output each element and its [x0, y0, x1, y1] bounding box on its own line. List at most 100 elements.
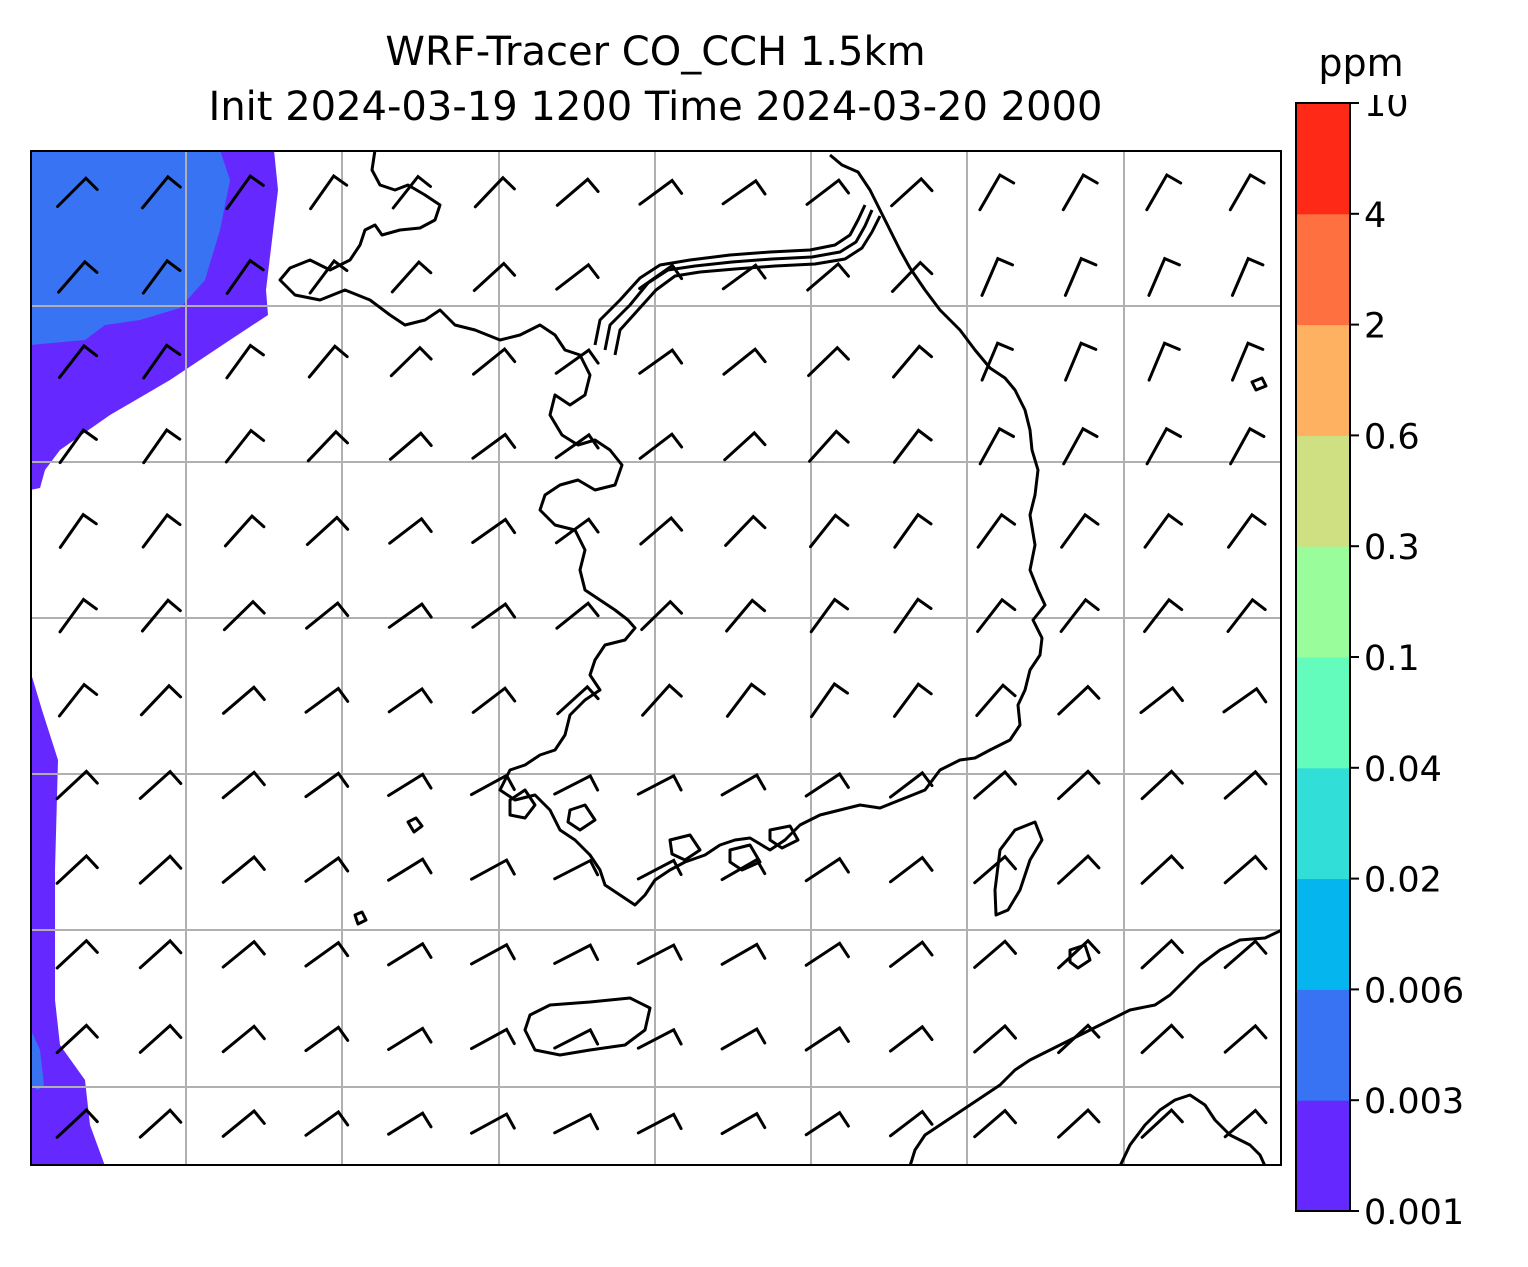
border-line-north-outer: [613, 215, 882, 356]
wind-barb-14: [1145, 172, 1183, 212]
wind-barb-103: [1057, 684, 1101, 716]
island-south-cluster-5: [768, 824, 800, 850]
wind-barb-55: [808, 429, 850, 463]
coastline: [278, 150, 1282, 1166]
wind-barb-51: [471, 432, 517, 460]
colorbar-segment-9: [1296, 213, 1350, 326]
wind-barb-8: [638, 178, 684, 206]
wind-barb-130: [804, 856, 850, 883]
colorbar-segment-2: [1296, 989, 1350, 1101]
wind-barb-18: [225, 258, 265, 295]
wind-barb-48: [224, 428, 266, 464]
wind-barb-102: [975, 683, 1017, 717]
wind-barb-109: [304, 771, 350, 799]
wind-barb-125: [387, 857, 433, 882]
wind-barb-142: [553, 943, 600, 965]
wind-barb-90: [1226, 597, 1267, 633]
island-tsushima: [993, 820, 1044, 917]
wind-barb-121: [55, 853, 99, 885]
wind-barb-21: [472, 261, 517, 292]
wind-barb-22: [555, 262, 600, 291]
wind-barb-35: [389, 345, 433, 378]
colorbar-segment-10: [1296, 103, 1350, 215]
wind-barb-34: [307, 344, 349, 379]
wind-barb-180: [1223, 1108, 1268, 1139]
wind-barb-135: [1223, 854, 1268, 885]
island-small-sw: [353, 910, 368, 926]
wind-barb-38: [638, 348, 684, 375]
wind-barb-16: [57, 259, 99, 294]
colorbar-segment-8: [1296, 324, 1350, 436]
tracer-area-nw-core: [30, 150, 230, 345]
map-gridlines: [30, 150, 1282, 1166]
wind-barb-84: [725, 598, 767, 633]
wind-barb-10: [805, 178, 850, 206]
wind-barb-117: [973, 769, 1017, 800]
wind-barb-77: [140, 598, 182, 633]
coastline-japan-east: [908, 928, 1282, 1166]
wind-barb-118: [1057, 769, 1101, 801]
wind-barb-111: [470, 773, 516, 797]
wind-barb-73: [1060, 512, 1100, 549]
wind-barb-45: [1231, 341, 1265, 382]
wind-barb-44: [1147, 341, 1181, 382]
colorbar-segment-1: [1296, 1100, 1350, 1212]
wind-barb-171: [470, 1112, 516, 1135]
wind-barb-91: [57, 682, 99, 718]
wind-barb-28: [1063, 256, 1098, 297]
wind-barb-63: [223, 513, 266, 548]
wind-barb-31: [58, 343, 99, 379]
island-south-cluster-2: [566, 803, 597, 832]
colorbar-tick-label-11: 10: [1364, 95, 1409, 125]
wind-barb-80: [387, 602, 433, 629]
wind-barb-85: [809, 597, 850, 634]
wind-barb-176: [889, 1109, 934, 1138]
wind-barb-145: [804, 941, 850, 967]
colorbar-segment-5: [1296, 657, 1350, 769]
wind-barb-154: [304, 1025, 350, 1053]
wind-barb-24: [721, 263, 767, 291]
border-line-north: [593, 204, 867, 346]
wind-barb-139: [304, 940, 350, 968]
wind-barb-157: [553, 1027, 600, 1050]
wind-barb-165: [1223, 1023, 1268, 1054]
wind-barb-88: [1059, 597, 1100, 633]
wind-barb-33: [225, 343, 265, 380]
colorbar-tick-label-6: 0.1: [1364, 639, 1420, 679]
wind-barb-25: [806, 261, 850, 292]
wind-barb-108: [221, 770, 266, 800]
wind-barb-158: [636, 1027, 683, 1050]
wind-barb-39: [722, 347, 767, 376]
wind-barb-5: [391, 174, 432, 210]
wind-barb-65: [388, 516, 433, 545]
wind-barb-23: [638, 263, 684, 290]
wind-barb-104: [1139, 685, 1184, 715]
wind-barb-41: [892, 344, 933, 379]
coastline-mainland-east: [278, 150, 1047, 907]
colorbar-tick-label-9: 2: [1364, 307, 1386, 347]
wind-barb-110: [387, 772, 433, 797]
wind-barb-167: [138, 1108, 183, 1139]
wind-barb-72: [976, 512, 1017, 549]
wind-barb-177: [973, 1108, 1017, 1139]
wind-barb-86: [893, 597, 933, 634]
wind-barb-138: [221, 939, 266, 969]
colorbar-tick-label-7: 0.3: [1364, 528, 1420, 568]
island-small-west: [406, 816, 424, 834]
colorbar-tick-label-4: 0.02: [1364, 861, 1442, 901]
wind-barb-62: [141, 512, 182, 549]
map-frame: [30, 150, 1282, 1166]
wind-barb-132: [973, 854, 1017, 885]
wind-barb-107: [138, 769, 183, 800]
wind-barbs: [55, 172, 1268, 1139]
wind-barb-7: [555, 177, 600, 207]
island-south-cluster-3: [668, 833, 702, 862]
wind-barb-149: [1140, 938, 1184, 970]
wind-barb-68: [639, 515, 684, 546]
colorbar-tick-label-5: 0.04: [1364, 750, 1442, 790]
wind-barb-174: [720, 1111, 767, 1136]
wind-barb-162: [973, 1023, 1017, 1054]
wind-barb-76: [58, 597, 98, 634]
wind-barb-61: [58, 512, 98, 549]
wind-barb-49: [306, 429, 349, 463]
